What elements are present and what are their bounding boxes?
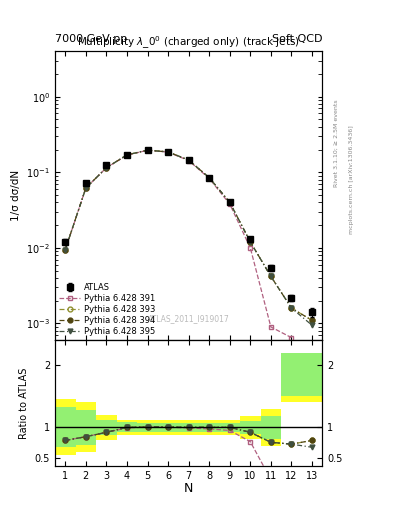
Pythia 6.428 391 (248, 245, 253, 251)
Pythia 6.428 391 (166, 149, 171, 155)
Pythia 6.428 391 (145, 147, 150, 153)
Pythia 6.428 395 (63, 246, 68, 252)
Text: mcplots.cern.ch [arXiv:1306.3436]: mcplots.cern.ch [arXiv:1306.3436] (349, 125, 354, 233)
Line: Pythia 6.428 393: Pythia 6.428 393 (63, 147, 314, 323)
Legend: ATLAS, Pythia 6.428 391, Pythia 6.428 393, Pythia 6.428 394, Pythia 6.428 395: ATLAS, Pythia 6.428 391, Pythia 6.428 39… (57, 281, 157, 338)
Pythia 6.428 395 (125, 152, 129, 158)
Pythia 6.428 391 (228, 201, 232, 207)
Pythia 6.428 394 (248, 239, 253, 245)
Pythia 6.428 393 (289, 305, 294, 311)
Pythia 6.428 395 (83, 185, 88, 191)
Text: 7000 GeV pp: 7000 GeV pp (55, 33, 127, 44)
X-axis label: N: N (184, 482, 193, 495)
Pythia 6.428 395 (310, 322, 314, 328)
Pythia 6.428 393 (104, 165, 109, 171)
Pythia 6.428 393 (63, 246, 68, 252)
Pythia 6.428 393 (248, 239, 253, 245)
Pythia 6.428 391 (125, 152, 129, 158)
Pythia 6.428 391 (104, 165, 109, 171)
Pythia 6.428 391 (207, 175, 211, 181)
Text: Rivet 3.1.10; ≥ 2.5M events: Rivet 3.1.10; ≥ 2.5M events (334, 99, 338, 187)
Pythia 6.428 393 (83, 185, 88, 191)
Pythia 6.428 395 (166, 149, 171, 155)
Pythia 6.428 394 (125, 152, 129, 158)
Pythia 6.428 393 (268, 273, 273, 280)
Pythia 6.428 393 (125, 152, 129, 158)
Pythia 6.428 391 (186, 158, 191, 164)
Pythia 6.428 394 (166, 149, 171, 155)
Pythia 6.428 394 (207, 175, 211, 181)
Pythia 6.428 391 (63, 246, 68, 252)
Y-axis label: Ratio to ATLAS: Ratio to ATLAS (19, 368, 29, 439)
Pythia 6.428 393 (228, 199, 232, 205)
Pythia 6.428 395 (104, 165, 109, 171)
Pythia 6.428 394 (186, 157, 191, 163)
Pythia 6.428 394 (310, 317, 314, 324)
Pythia 6.428 394 (104, 165, 109, 171)
Pythia 6.428 394 (63, 246, 68, 252)
Text: ATLAS_2011_I919017: ATLAS_2011_I919017 (148, 314, 230, 323)
Text: Soft QCD: Soft QCD (272, 33, 322, 44)
Pythia 6.428 393 (166, 148, 171, 155)
Pythia 6.428 393 (310, 317, 314, 324)
Pythia 6.428 394 (268, 273, 273, 280)
Pythia 6.428 391 (289, 334, 294, 340)
Pythia 6.428 393 (207, 175, 211, 181)
Pythia 6.428 394 (145, 147, 150, 153)
Pythia 6.428 395 (207, 175, 211, 181)
Pythia 6.428 395 (289, 305, 294, 311)
Y-axis label: 1/σ dσ/dN: 1/σ dσ/dN (11, 170, 20, 221)
Pythia 6.428 395 (228, 199, 232, 205)
Pythia 6.428 395 (248, 239, 253, 245)
Pythia 6.428 395 (145, 147, 150, 153)
Pythia 6.428 393 (145, 147, 150, 153)
Line: Pythia 6.428 395: Pythia 6.428 395 (63, 148, 314, 328)
Pythia 6.428 394 (289, 305, 294, 311)
Pythia 6.428 391 (268, 324, 273, 330)
Pythia 6.428 395 (268, 273, 273, 280)
Pythia 6.428 394 (83, 185, 88, 191)
Pythia 6.428 395 (186, 157, 191, 163)
Pythia 6.428 394 (228, 199, 232, 205)
Title: Multiplicity $\lambda\_0^0$ (charged only) (track jets): Multiplicity $\lambda\_0^0$ (charged onl… (77, 35, 300, 51)
Pythia 6.428 393 (186, 157, 191, 163)
Line: Pythia 6.428 394: Pythia 6.428 394 (63, 148, 314, 323)
Line: Pythia 6.428 391: Pythia 6.428 391 (63, 148, 294, 340)
Pythia 6.428 391 (83, 185, 88, 191)
